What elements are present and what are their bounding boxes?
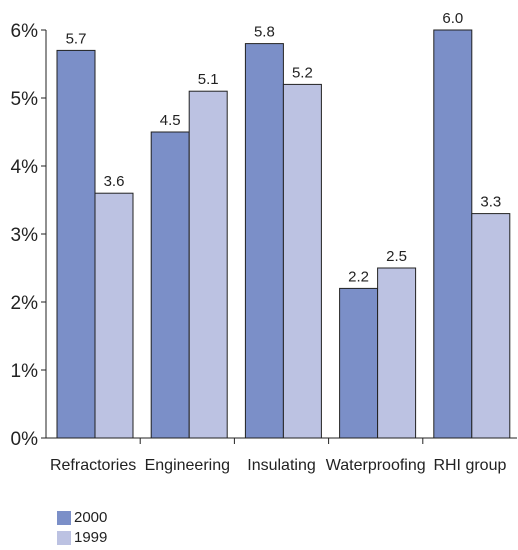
- bar-1999-refractories: [94, 192, 134, 439]
- bars: [56, 29, 511, 439]
- bar-2000-insulating: [244, 43, 284, 439]
- bar-1999-waterproofing: [377, 267, 417, 439]
- value-label: 2.5: [386, 248, 407, 265]
- bar-1999-engineering: [188, 90, 228, 439]
- x-category-label: Waterproofing: [326, 457, 426, 474]
- value-label: 5.7: [66, 30, 87, 47]
- legend: 2000 1999: [57, 508, 107, 548]
- bar-2000-engineering: [150, 131, 190, 439]
- legend-item-series-1: 1999: [57, 528, 107, 548]
- value-label: 6.0: [442, 10, 463, 27]
- y-tick-label: 2%: [11, 293, 39, 314]
- x-category-label: RHI group: [433, 457, 506, 474]
- value-label: 5.8: [254, 24, 275, 41]
- legend-swatch-series-0: [57, 511, 71, 525]
- y-tick-label: 3%: [11, 225, 39, 246]
- value-label: 3.3: [480, 194, 501, 211]
- value-label: 4.5: [160, 112, 181, 129]
- x-category-label: Refractories: [50, 457, 136, 474]
- bar-2000-rhi-group: [433, 29, 473, 439]
- y-tick-label: 0%: [11, 429, 39, 450]
- value-labels: 5.7 3.6 4.5 5.1 5.8 5.2 2.2 2.5 6.0 3.3: [66, 10, 502, 285]
- legend-swatch-series-1: [57, 531, 71, 545]
- legend-label-series-0: 2000: [74, 509, 108, 526]
- y-axis: 0% 1% 2% 3% 4% 5% 6%: [11, 21, 47, 450]
- bar-2000-refractories: [56, 49, 96, 439]
- y-tick-label: 1%: [11, 361, 39, 382]
- bar-1999-rhi-group: [471, 213, 511, 439]
- x-axis: Refractories Engineering Insulating Waterpr…: [46, 437, 517, 474]
- value-label: 5.2: [292, 64, 313, 81]
- value-label: 2.2: [348, 268, 369, 285]
- value-label: 5.1: [198, 71, 219, 88]
- y-tick-label: 6%: [11, 21, 39, 42]
- legend-label-series-1: 1999: [74, 529, 108, 546]
- x-category-label: Engineering: [145, 457, 230, 474]
- x-category-label: Insulating: [247, 457, 316, 474]
- value-label: 3.6: [104, 173, 125, 190]
- bar-1999-insulating: [282, 83, 322, 439]
- bar-2000-waterproofing: [339, 287, 379, 439]
- y-tick-label: 4%: [11, 157, 39, 178]
- bar-chart: 0% 1% 2% 3% 4% 5% 6% 5.7 3.6 4.5 5.1 5.8 5.2 2.2 2.5 6…: [11, 10, 517, 474]
- legend-item-series-0: 2000: [57, 508, 107, 528]
- y-tick-label: 5%: [11, 89, 39, 110]
